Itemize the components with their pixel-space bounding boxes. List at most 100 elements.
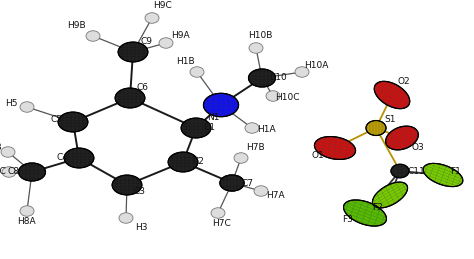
Point: [402, 175, 408, 178]
Point: [404, 184, 410, 187]
Point: [111, 189, 117, 192]
Line: 2 pts: 2 pts: [351, 145, 354, 157]
Point: [143, 45, 148, 48]
Point: [393, 107, 399, 110]
Point: [223, 175, 228, 178]
Line: 2 pts: 2 pts: [403, 98, 409, 108]
Point: [22, 178, 28, 181]
Point: [390, 173, 395, 176]
Point: [139, 183, 145, 186]
Point: [124, 174, 130, 177]
Point: [201, 103, 206, 106]
Line: 2 pts: 2 pts: [377, 83, 410, 102]
Line: 2 pts: 2 pts: [440, 166, 447, 184]
Point: [89, 162, 94, 165]
Point: [209, 113, 215, 117]
Point: [218, 179, 223, 182]
Point: [239, 177, 245, 180]
Point: [141, 99, 147, 102]
Point: [407, 100, 412, 103]
Line: 2 pts: 2 pts: [388, 82, 406, 92]
Point: [219, 186, 225, 189]
Point: [259, 85, 265, 89]
Point: [379, 100, 385, 103]
Point: [201, 135, 207, 138]
Point: [194, 158, 200, 161]
Point: [263, 85, 269, 88]
Ellipse shape: [366, 120, 386, 135]
Point: [239, 186, 245, 189]
Point: [272, 74, 278, 77]
Point: [378, 80, 383, 83]
Point: [112, 96, 118, 99]
Point: [130, 60, 136, 63]
Point: [382, 222, 387, 225]
Point: [165, 160, 171, 163]
Ellipse shape: [211, 208, 225, 218]
Ellipse shape: [423, 163, 463, 186]
Point: [138, 181, 144, 184]
Point: [405, 186, 410, 190]
Point: [319, 153, 325, 156]
Point: [40, 165, 46, 168]
Point: [248, 72, 254, 75]
Point: [36, 178, 42, 181]
Point: [68, 148, 73, 152]
Point: [370, 225, 376, 228]
Point: [197, 136, 203, 139]
Point: [141, 94, 147, 97]
Point: [72, 166, 78, 169]
Point: [192, 155, 198, 158]
Line: 2 pts: 2 pts: [397, 144, 414, 150]
Point: [388, 131, 393, 134]
Point: [372, 204, 377, 207]
Point: [400, 107, 406, 110]
Point: [81, 166, 86, 169]
Point: [259, 67, 265, 70]
Point: [176, 170, 182, 173]
Point: [185, 118, 191, 121]
Point: [320, 154, 326, 157]
Point: [383, 206, 388, 209]
Point: [422, 164, 428, 167]
Point: [208, 124, 213, 127]
Point: [367, 120, 373, 123]
Line: 2 pts: 2 pts: [386, 85, 398, 105]
Point: [66, 111, 72, 114]
Point: [110, 186, 116, 189]
Point: [84, 148, 90, 151]
Text: H10C: H10C: [275, 93, 299, 103]
Point: [323, 135, 328, 138]
Point: [193, 136, 199, 139]
Text: H9B: H9B: [67, 21, 85, 31]
Point: [84, 148, 90, 152]
Point: [372, 90, 378, 93]
Text: H8B: H8B: [0, 143, 1, 153]
Line: 2 pts: 2 pts: [346, 213, 380, 225]
Point: [68, 165, 73, 168]
Point: [401, 107, 406, 110]
Ellipse shape: [118, 42, 148, 62]
Point: [21, 163, 27, 166]
Point: [407, 145, 413, 148]
Point: [382, 130, 387, 133]
Point: [233, 97, 239, 100]
Line: 2 pts: 2 pts: [317, 151, 351, 157]
Point: [368, 120, 374, 123]
Point: [402, 182, 408, 185]
Ellipse shape: [386, 126, 419, 150]
Point: [370, 119, 376, 122]
Point: [458, 175, 464, 178]
Point: [382, 185, 388, 188]
Point: [365, 122, 371, 125]
Point: [340, 137, 346, 140]
Point: [33, 179, 39, 182]
Point: [398, 148, 404, 151]
Point: [365, 131, 371, 134]
Ellipse shape: [181, 118, 211, 138]
Point: [138, 186, 144, 189]
Point: [443, 184, 448, 187]
Point: [378, 188, 383, 191]
Point: [453, 169, 459, 172]
Point: [61, 156, 67, 160]
